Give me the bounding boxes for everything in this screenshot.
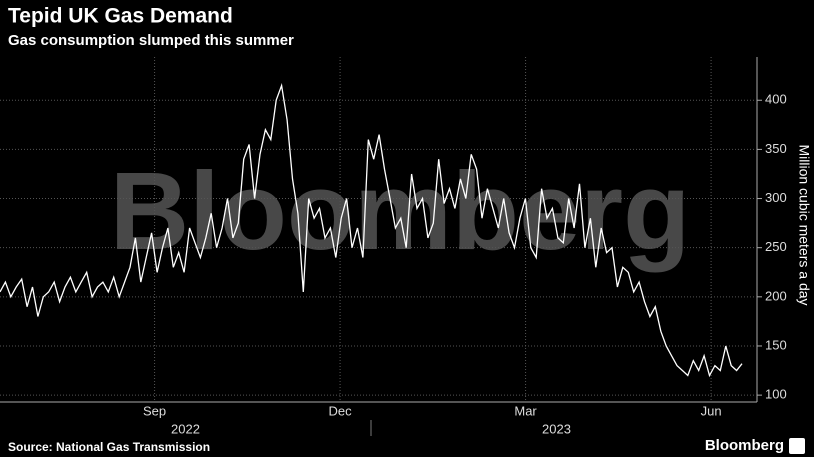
y-tick-label: 250 bbox=[765, 239, 787, 254]
y-axis-label: Million cubic meters a day bbox=[796, 144, 812, 305]
x-tick-label: Sep bbox=[143, 403, 166, 418]
y-tick-label: 150 bbox=[765, 337, 787, 352]
chart-subtitle: Gas consumption slumped this summer bbox=[8, 32, 294, 49]
year-label: 2023 bbox=[542, 421, 571, 436]
y-tick-label: 400 bbox=[765, 92, 787, 107]
chart-title: Tepid UK Gas Demand bbox=[8, 5, 233, 28]
brand: Bloomberg bbox=[705, 437, 784, 454]
y-tick-label: 200 bbox=[765, 288, 787, 303]
y-tick-label: 350 bbox=[765, 141, 787, 156]
line bbox=[0, 82, 743, 378]
y-tick-label: 100 bbox=[765, 387, 787, 402]
x-tick-label: Jun bbox=[701, 403, 722, 418]
brand-icon bbox=[789, 438, 805, 454]
year-label: 2022 bbox=[171, 421, 200, 436]
watermark: Bloomberg bbox=[110, 150, 691, 273]
x-tick-label: Mar bbox=[514, 403, 537, 418]
source: Source: National Gas Transmission bbox=[8, 440, 210, 454]
y-tick-label: 300 bbox=[765, 190, 787, 205]
x-tick-label: Dec bbox=[329, 403, 353, 418]
